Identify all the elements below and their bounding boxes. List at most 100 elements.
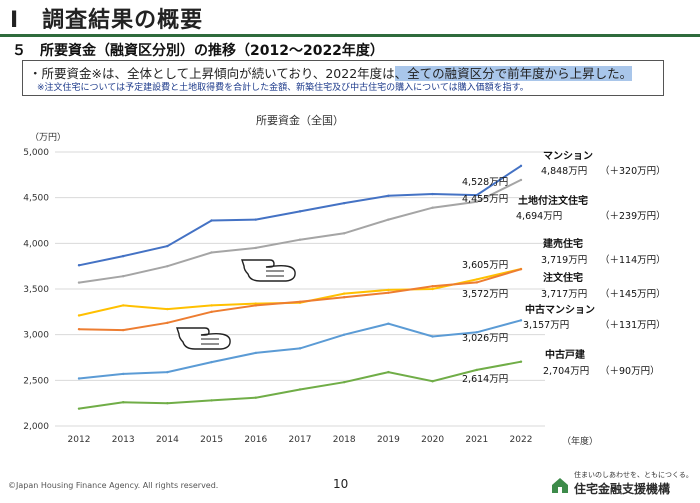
series-delta-label: （＋114万円）	[600, 254, 666, 266]
series-line-2	[78, 268, 522, 317]
note-main-plain: ・所要資金※は、全体として上昇傾向が続いており、2022年度は	[29, 66, 395, 81]
data-point	[77, 264, 81, 267]
data-point	[519, 267, 523, 271]
x-tick-label: 2014	[156, 435, 179, 445]
data-point	[166, 307, 169, 311]
data-point	[77, 281, 81, 284]
data-point	[387, 291, 390, 294]
y-tick-label: 2,500	[23, 376, 49, 386]
x-tick-label: 2015	[200, 435, 223, 445]
series-delta-label: （＋320万円）	[600, 165, 666, 177]
footer-org-name: 住宅金融支援機構	[574, 482, 671, 496]
data-point	[210, 304, 213, 307]
y-tick-label: 4,500	[23, 194, 49, 204]
data-point	[475, 368, 478, 372]
data-point	[519, 319, 523, 322]
series-delta-label: （＋131万円）	[600, 319, 666, 331]
data-point	[431, 380, 434, 383]
y-tick-label: 5,000	[23, 148, 49, 158]
note-box: ・所要資金※は、全体として上昇傾向が続いており、2022年度は、全ての融資区分で…	[22, 60, 664, 96]
series-name-label: 中古マンション	[525, 303, 595, 316]
annotation-2021: 4,528万円	[462, 177, 508, 188]
line-chart: 所要資金（全国） （万円） （年度） 2,000 2,500 3,000 3,500 4,00…	[23, 113, 666, 447]
series-line-3	[78, 268, 522, 332]
data-point	[122, 328, 125, 332]
data-point	[298, 210, 302, 213]
house-logo-icon	[552, 478, 568, 493]
data-point	[431, 192, 434, 196]
data-point	[122, 275, 125, 278]
series-line-0	[78, 165, 522, 267]
data-point	[166, 321, 169, 324]
x-tick-label: 2018	[333, 435, 356, 445]
annotation-2021: 3,026万円	[462, 333, 508, 344]
series-name-label: 土地付注文住宅	[518, 194, 588, 207]
x-tick-label: 2021	[465, 435, 488, 445]
series-name-label: 注文住宅	[543, 271, 583, 284]
x-tick-label: 2022	[510, 435, 533, 445]
data-point	[519, 360, 523, 363]
annotation-2021: 2,614万円	[462, 374, 508, 385]
slide-title: Ⅰ 調査結果の概要	[10, 8, 204, 33]
series-name-label: マンション	[543, 150, 593, 162]
series-value-label: 3,719万円	[541, 255, 587, 266]
x-tick-label: 2019	[377, 435, 400, 445]
data-point	[475, 278, 478, 281]
x-unit-label: （年度）	[562, 435, 598, 447]
data-point	[210, 219, 213, 222]
pointing-hand-icon	[241, 259, 296, 282]
data-point	[122, 254, 125, 258]
footer-tagline: 住まいのしあわせを、ともにつくる。	[574, 471, 693, 479]
series-value-label: 3,157万円	[523, 320, 569, 331]
data-point	[254, 218, 257, 221]
chart-title: 所要資金（全国）	[256, 113, 344, 127]
series-delta-label: （＋90万円）	[600, 365, 660, 377]
data-point	[343, 380, 346, 384]
data-point	[298, 238, 302, 241]
data-point	[343, 201, 346, 205]
data-point	[343, 333, 346, 336]
data-point	[343, 292, 346, 295]
note-main-text: ・所要資金※は、全体として上昇傾向が続いており、2022年度は、全ての融資区分で…	[29, 63, 633, 82]
series-value-label: 4,848万円	[541, 166, 587, 177]
series-delta-label: （＋239万円）	[600, 210, 666, 222]
data-point	[210, 251, 213, 254]
data-point	[254, 304, 257, 307]
data-point	[166, 401, 169, 405]
data-point	[475, 281, 478, 284]
data-point	[77, 407, 81, 410]
data-point	[210, 399, 213, 402]
data-point	[77, 377, 81, 380]
annotation-2021: 3,605万円	[462, 260, 508, 271]
series-delta-label: （＋145万円）	[600, 288, 666, 300]
data-point	[475, 200, 478, 203]
section-heading: ５ 所要資金（融資区分別）の推移（2012～2022年度）	[12, 43, 384, 59]
data-point	[254, 351, 257, 355]
data-point	[122, 372, 125, 376]
y-tick-label: 3,500	[23, 285, 49, 295]
data-point	[519, 178, 523, 182]
data-point	[166, 244, 169, 248]
data-point	[343, 296, 346, 299]
footer-logo: 住まいのしあわせを、ともにつくる。 住宅金融支援機構	[548, 470, 696, 500]
series-value-label: 2,704万円	[543, 366, 589, 377]
series-value-label: 3,717万円	[541, 289, 587, 300]
pointing-hand-icon	[176, 327, 231, 350]
data-point	[387, 370, 390, 374]
data-point	[475, 331, 478, 334]
data-point	[431, 335, 434, 338]
data-point	[77, 314, 81, 317]
y-tick-label: 4,000	[23, 239, 49, 249]
note-main-highlight: 、全ての融資区分で前年度から上昇した。	[394, 66, 633, 81]
series-name-label: 建売住宅	[542, 237, 583, 250]
data-point	[387, 194, 390, 198]
title-rule	[0, 34, 700, 37]
y-tick-label: 2,000	[23, 422, 49, 432]
x-tick-label: 2012	[68, 435, 91, 445]
series-value-label: 4,694万円	[516, 211, 562, 222]
data-point	[298, 388, 302, 391]
data-point	[431, 206, 434, 209]
annotation-2021: 3,572万円	[462, 289, 508, 300]
data-point	[166, 264, 169, 268]
data-point	[298, 347, 302, 350]
